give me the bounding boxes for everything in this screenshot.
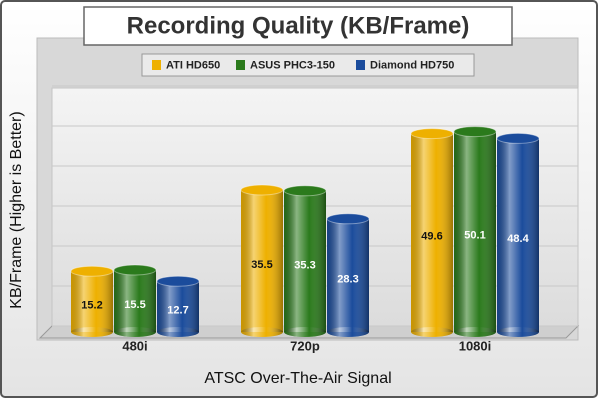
x-axis-label: ATSC Over-The-Air Signal bbox=[204, 370, 391, 387]
bar-top bbox=[113, 264, 157, 276]
bar-shade bbox=[497, 138, 539, 332]
y-axis-label: KB/Frame (Higher is Better) bbox=[8, 111, 25, 308]
bar-top bbox=[240, 184, 284, 196]
data-label: 28.3 bbox=[337, 273, 358, 285]
bar-shade bbox=[157, 281, 199, 332]
data-label: 15.5 bbox=[124, 299, 145, 311]
bar-shade bbox=[71, 271, 113, 332]
legend-swatch bbox=[236, 60, 245, 70]
bar-top bbox=[156, 275, 200, 287]
data-label: 15.2 bbox=[81, 300, 102, 312]
bar-top bbox=[453, 126, 497, 138]
legend-swatch bbox=[152, 60, 161, 70]
bar-top bbox=[410, 128, 454, 140]
bar-shade bbox=[241, 190, 283, 332]
legend-label: Diamond HD750 bbox=[370, 59, 454, 71]
data-label: 48.4 bbox=[507, 233, 529, 245]
legend-label: ATI HD650 bbox=[166, 59, 220, 71]
bar-base-shade bbox=[71, 327, 113, 337]
x-tick-label: 480i bbox=[122, 338, 147, 353]
x-tick-label: 1080i bbox=[459, 338, 492, 353]
bar-base-shade bbox=[454, 327, 496, 337]
bar-base-shade bbox=[114, 327, 156, 337]
bar-top bbox=[496, 132, 540, 144]
bar-shade bbox=[454, 131, 496, 332]
legend-label: ASUS PHC3-150 bbox=[250, 59, 335, 71]
bar-base-shade bbox=[284, 327, 326, 337]
bar-shade bbox=[114, 270, 156, 332]
data-label: 35.3 bbox=[294, 259, 315, 271]
bar-shade bbox=[284, 190, 326, 332]
data-label: 49.6 bbox=[421, 231, 442, 243]
data-label: 12.7 bbox=[167, 305, 188, 317]
bar-top bbox=[326, 213, 370, 225]
chart-title: Recording Quality (KB/Frame) bbox=[127, 12, 470, 39]
bar-top bbox=[283, 185, 327, 197]
bar-base-shade bbox=[411, 327, 453, 337]
bar-shade bbox=[327, 218, 369, 332]
title-box bbox=[83, 6, 513, 46]
bar-base-shade bbox=[327, 327, 369, 337]
legend bbox=[141, 53, 475, 77]
legend-swatch bbox=[356, 60, 365, 70]
bar-base-shade bbox=[241, 327, 283, 337]
bar-base-shade bbox=[157, 327, 199, 337]
bar-top bbox=[70, 265, 114, 277]
data-label: 35.5 bbox=[251, 259, 272, 271]
data-label: 50.1 bbox=[464, 230, 485, 242]
x-tick-label: 720p bbox=[290, 338, 320, 353]
bar-base-shade bbox=[497, 327, 539, 337]
bar-shade bbox=[411, 133, 453, 332]
